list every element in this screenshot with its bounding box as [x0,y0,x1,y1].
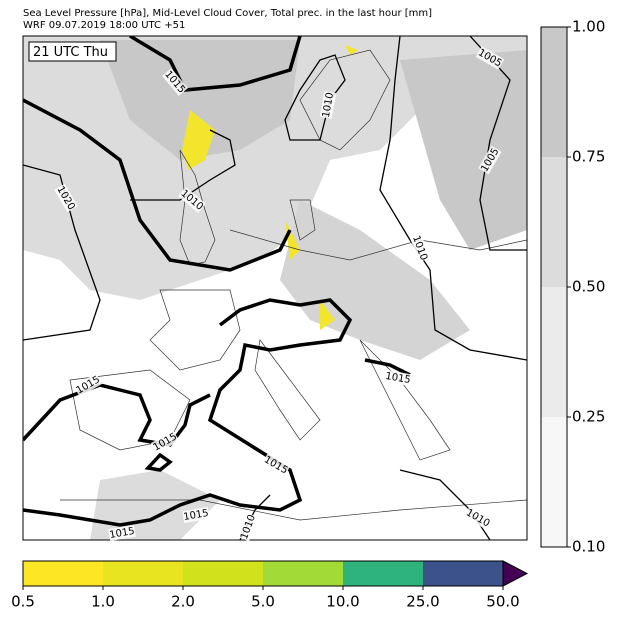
colorbar-segment [541,157,567,287]
isobar-label: 1010 [321,92,336,119]
cloud-colorbar: 1.00 0.75 0.50 0.25 0.10 [540,18,605,556]
isobar-label-bg [108,524,136,542]
colorbar-segment [263,561,343,586]
colorbar-tick-label: 1.00 [572,18,605,36]
isobar-label-bg [478,145,502,175]
colorbar-tick-label: 0.10 [572,538,605,556]
isobar-label-bg [463,506,493,530]
isobar-label-bg [319,91,337,119]
colorbar-segment [541,287,567,417]
cloud-area [100,40,300,160]
colorbar-segment [23,561,103,586]
colorbar-tick-label: 5.0 [251,593,275,611]
colorbar-tick-label: 25.0 [406,593,439,611]
isobars-thin [23,36,527,540]
isobar-label-bg [384,369,412,387]
colorbar-segment [541,27,567,157]
colorbar-tick-label: 0.75 [572,148,605,166]
isobar-label-bg [475,46,505,70]
colorbar-segment [103,561,183,586]
colorbar-tick-label: 10.0 [326,593,359,611]
colorbar-tick-label: 1.0 [91,593,115,611]
title-line: WRF 09.07.2019 18:00 UTC +51 [23,20,185,31]
isobar-label-bg [261,453,291,477]
isobar-label: 1015 [109,526,136,541]
map-frame [22,35,528,541]
isobar-label-bg [54,183,78,213]
isobar-label: 1015 [384,371,411,386]
isobar-label-bg [409,233,431,263]
isobar-label-bg [182,506,210,524]
isobar-label-bg [150,430,180,454]
colorbar-extend [502,560,529,587]
colorbar-tick-label: 50.0 [486,593,519,611]
isobar-label: 1015 [183,508,210,523]
colorbar-segment [423,561,503,586]
precip-colorbar: 0.5 1.0 2.0 5.0 10.0 25.0 50.0 [11,560,529,611]
isobar-label-bg [178,187,206,213]
title-line: Sea Level Pressure [hPa], Mid-Level Clou… [23,8,432,19]
colorbar-segment [183,561,263,586]
colorbar-segment [541,417,567,547]
colorbar-tick-label: 0.5 [11,593,35,611]
isobar-label-bg [73,373,103,397]
time-label: 21 UTC Thu [33,45,108,60]
colorbar-tick-label: 0.25 [572,408,605,426]
colorbar-tick-label: 2.0 [171,593,195,611]
isobar-label-bg [237,512,259,542]
cloud-area [400,50,527,250]
time-label-box [28,41,117,62]
colorbar-segment [343,561,423,586]
colorbar-tick-label: 0.50 [572,278,605,296]
isobar-label-bg [162,68,188,96]
